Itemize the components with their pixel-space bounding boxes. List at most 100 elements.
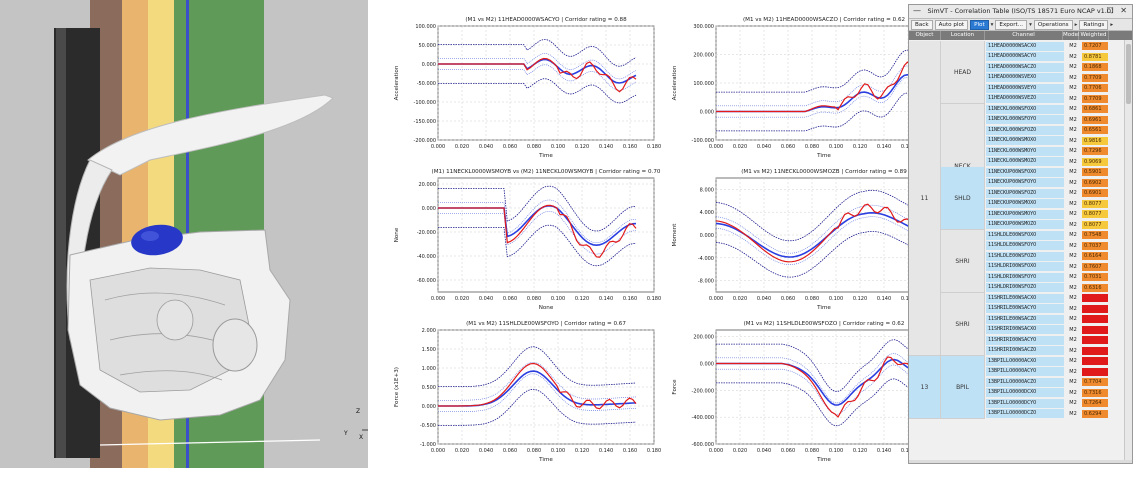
header-location[interactable]: Location bbox=[941, 31, 985, 40]
table-row[interactable]: 13BPILLO0000ACZO M2 0.7704 bbox=[986, 377, 1108, 388]
window-menu-icon[interactable]: — bbox=[913, 6, 921, 15]
table-row[interactable]: 11NECKL000WSMOZO M2 0.9069 bbox=[986, 157, 1108, 168]
channel-cell[interactable]: 11SHLDLE00WSFOZO bbox=[986, 251, 1064, 261]
channel-cell[interactable]: 11NECKUP00WSMOYO bbox=[986, 209, 1064, 219]
header-model[interactable]: Model bbox=[1063, 31, 1080, 40]
table-row[interactable]: 11SHLDLE00WSFOYO M2 0.7037 bbox=[986, 241, 1108, 252]
table-row[interactable]: 11NECKUP00WSFOXO M2 0.5901 bbox=[986, 167, 1108, 178]
scrollbar-thumb[interactable] bbox=[1126, 44, 1131, 104]
back-button[interactable]: Back bbox=[911, 19, 933, 30]
channel-cell[interactable]: 11SHLDRI00WSFOZO bbox=[986, 283, 1064, 293]
header-weighted[interactable]: Weighted bbox=[1079, 31, 1109, 40]
table-row[interactable]: 11NECKL000WSMOYO M2 0.7296 bbox=[986, 146, 1108, 157]
table-scrollbar[interactable] bbox=[1124, 40, 1132, 460]
channel-cell[interactable]: 11SHRIRI00WSACYO bbox=[986, 335, 1064, 345]
table-row[interactable]: 11SHRILE00WSACXO M2 bbox=[986, 293, 1108, 304]
table-row[interactable]: 11NECKL000WSFOXO M2 0.6861 bbox=[986, 104, 1108, 115]
object-cell[interactable]: 13 bbox=[909, 356, 941, 419]
channel-cell[interactable]: 11NECKL000WSFOZO bbox=[986, 125, 1064, 135]
channel-cell[interactable]: 13BPILLO0000DCZO bbox=[986, 409, 1064, 419]
channel-cell[interactable]: 11SHLDLE00WSFOXO bbox=[986, 230, 1064, 240]
ratings-button[interactable]: Ratings bbox=[1079, 19, 1109, 30]
location-cell[interactable]: BPIL bbox=[941, 356, 985, 419]
table-row[interactable]: 11NECKUP00WSFOYO M2 0.6902 bbox=[986, 178, 1108, 189]
table-row[interactable]: 11SHRILE00WSACYO M2 bbox=[986, 304, 1108, 315]
channel-cell[interactable]: 11SHRIRI00WSACXO bbox=[986, 325, 1064, 335]
table-row[interactable]: 11NECKL000WSMOXO M2 0.9816 bbox=[986, 136, 1108, 147]
table-row[interactable]: 11NECKUP00WSMOYO M2 0.8077 bbox=[986, 209, 1108, 220]
table-row[interactable]: 13BPILLO0000ACXO M2 bbox=[986, 356, 1108, 367]
channel-cell[interactable]: 11HEAD0000WSACXO bbox=[986, 41, 1064, 51]
channel-cell[interactable]: 13BPILLO0000DCXO bbox=[986, 388, 1064, 398]
chart-6[interactable]: (M1 vs M2) 11SHLDLE00WSFOZO | Corridor r… bbox=[670, 318, 940, 472]
channel-cell[interactable]: 13BPILLO0000ACXO bbox=[986, 356, 1064, 366]
channel-cell[interactable]: 11NECKUP00WSFOXO bbox=[986, 167, 1064, 177]
channel-cell[interactable]: 13BPILLO0000DCYO bbox=[986, 398, 1064, 408]
plot-dropdown-icon[interactable]: ▾ bbox=[990, 21, 994, 28]
channel-cell[interactable]: 11NECKUP00WSFOYO bbox=[986, 178, 1064, 188]
window-titlebar[interactable]: — SimVT - Correlation Table (ISO/TS 1857… bbox=[909, 5, 1132, 19]
export-dropdown-icon[interactable]: ▾ bbox=[1029, 21, 1032, 28]
location-cell[interactable]: SHRI bbox=[941, 230, 985, 293]
channel-cell[interactable]: 11NECKL000WSFOXO bbox=[986, 104, 1064, 114]
table-row[interactable]: 13BPILLO0000DCZO M2 0.6294 bbox=[986, 409, 1108, 420]
plot-button[interactable]: Plot bbox=[970, 19, 989, 30]
table-row[interactable]: 11NECKL000WSFOYO M2 0.6961 bbox=[986, 115, 1108, 126]
table-row[interactable]: 11HEAD0000WSVEYO M2 0.7706 bbox=[986, 83, 1108, 94]
channel-cell[interactable]: 11SHLDRI00WSFOYO bbox=[986, 272, 1064, 282]
channel-cell[interactable]: 11HEAD0000WSVEYO bbox=[986, 83, 1064, 93]
operations-arrow-icon[interactable]: ▸ bbox=[1074, 21, 1078, 28]
channel-cell[interactable]: 11NECKL000WSMOYO bbox=[986, 146, 1064, 156]
channel-cell[interactable]: 11HEAD0000WSVEZO bbox=[986, 94, 1064, 104]
operations-button[interactable]: Operations bbox=[1033, 19, 1073, 30]
channel-cell[interactable]: 11HEAD0000WSACYO bbox=[986, 52, 1064, 62]
channel-cell[interactable]: 13BPILLO0000ACZO bbox=[986, 377, 1064, 387]
table-row[interactable]: 11SHRILE00WSACZO M2 bbox=[986, 314, 1108, 325]
channel-cell[interactable]: 11HEAD0000WSACZO bbox=[986, 62, 1064, 72]
table-row[interactable]: 11HEAD0000WSVEZO M2 0.7709 bbox=[986, 94, 1108, 105]
table-row[interactable]: 11SHLDRI00WSFOXO M2 0.7607 bbox=[986, 262, 1108, 273]
table-row[interactable]: 13BPILLO0000ACYO M2 bbox=[986, 367, 1108, 378]
channel-cell[interactable]: 11SHLDRI00WSFOXO bbox=[986, 262, 1064, 272]
header-object[interactable]: Object bbox=[909, 31, 941, 40]
channel-cell[interactable]: 13BPILLO0000ACYO bbox=[986, 367, 1064, 377]
channel-cell[interactable]: 11SHRILE00WSACYO bbox=[986, 304, 1064, 314]
channel-cell[interactable]: 11NECKUP00WSMOZO bbox=[986, 220, 1064, 230]
table-row[interactable]: 11NECKUP00WSFOZO M2 0.6901 bbox=[986, 188, 1108, 199]
channel-cell[interactable]: 11SHRILE00WSACZO bbox=[986, 314, 1064, 324]
location-cell[interactable]: SHLD bbox=[941, 167, 985, 230]
table-row[interactable]: 11SHLDRI00WSFOYO M2 0.7031 bbox=[986, 272, 1108, 283]
table-row[interactable]: 11HEAD0000WSACYO M2 0.8781 bbox=[986, 52, 1108, 63]
chart-1[interactable]: (M1 vs M2) 11HEAD0000WSACYO | Corridor r… bbox=[392, 14, 662, 168]
table-row[interactable]: 11HEAD0000WSVEXO M2 0.7709 bbox=[986, 73, 1108, 84]
table-row[interactable]: 11SHLDLE00WSFOXO M2 0.7548 bbox=[986, 230, 1108, 241]
table-row[interactable]: 11NECKL000WSFOZO M2 0.6561 bbox=[986, 125, 1108, 136]
channel-cell[interactable]: 11NECKL000WSMOXO bbox=[986, 136, 1064, 146]
channel-cell[interactable]: 11NECKUP00WSMOXO bbox=[986, 199, 1064, 209]
table-row[interactable]: 11SHRIRI00WSACZO M2 bbox=[986, 346, 1108, 357]
channel-cell[interactable]: 11NECKL000WSMOZO bbox=[986, 157, 1064, 167]
location-cell[interactable]: HEAD bbox=[941, 41, 985, 104]
window-controls[interactable]: ☐ ✕ bbox=[1106, 6, 1129, 15]
table-row[interactable]: 11SHRIRI00WSACYO M2 bbox=[986, 335, 1108, 346]
channel-cell[interactable]: 11SHRILE00WSACXO bbox=[986, 293, 1064, 303]
table-row[interactable]: 11NECKUP00WSMOZO M2 0.8077 bbox=[986, 220, 1108, 231]
location-cell[interactable]: SHRI bbox=[941, 293, 985, 356]
channel-cell[interactable]: 11NECKL000WSFOYO bbox=[986, 115, 1064, 125]
channel-cell[interactable]: 11SHRIRI00WSACZO bbox=[986, 346, 1064, 356]
chart-5[interactable]: (M1 vs M2) 11SHLDLE00WSFOYO | Corridor r… bbox=[392, 318, 662, 472]
object-cell[interactable]: 11 bbox=[909, 41, 941, 356]
table-row[interactable]: 11HEAD0000WSACZO M2 0.1868 bbox=[986, 62, 1108, 73]
table-row[interactable]: 11NECKUP00WSMOXO M2 0.8077 bbox=[986, 199, 1108, 210]
channel-cell[interactable]: 11NECKUP00WSFOZO bbox=[986, 188, 1064, 198]
channel-cell[interactable]: 11SHLDLE00WSFOYO bbox=[986, 241, 1064, 251]
table-row[interactable]: 11HEAD0000WSACXO M2 0.7207 bbox=[986, 41, 1108, 52]
chart-3[interactable]: (M1) 11NECKL0000WSMOYB vs (M2) 11NECKL00… bbox=[392, 166, 662, 320]
table-row[interactable]: 11SHLDRI00WSFOZO M2 0.6316 bbox=[986, 283, 1108, 294]
header-channel[interactable]: Channel bbox=[985, 31, 1063, 40]
table-row[interactable]: 11SHLDLE00WSFOZO M2 0.6164 bbox=[986, 251, 1108, 262]
chart-4[interactable]: (M1 vs M2) 11NECKL0000WSMOZB | Corridor … bbox=[670, 166, 940, 320]
channel-cell[interactable]: 11HEAD0000WSVEXO bbox=[986, 73, 1064, 83]
export-button[interactable]: Export... bbox=[995, 19, 1028, 30]
ratings-arrow-icon[interactable]: ▸ bbox=[1110, 21, 1114, 28]
